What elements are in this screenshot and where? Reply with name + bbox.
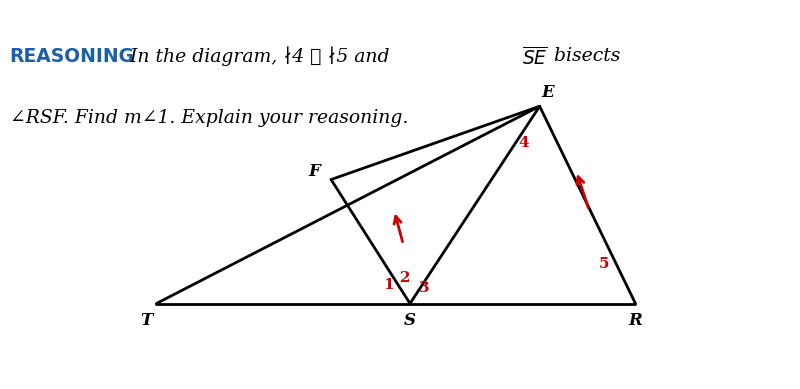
Text: ∠RSF. Find m∠1. Explain your reasoning.: ∠RSF. Find m∠1. Explain your reasoning.: [10, 109, 408, 127]
Text: bisects: bisects: [548, 47, 620, 65]
Text: S: S: [404, 312, 416, 329]
Text: $\overline{SE}$: $\overline{SE}$: [522, 47, 548, 68]
Text: 2: 2: [400, 271, 410, 285]
Text: E: E: [542, 84, 554, 101]
Text: 3: 3: [418, 281, 430, 295]
Text: 4: 4: [518, 136, 529, 150]
Text: R: R: [629, 312, 642, 329]
Text: 1: 1: [383, 279, 394, 293]
Text: F: F: [308, 163, 320, 180]
Text: T: T: [140, 312, 153, 329]
Text: In the diagram, ∤4 ≅ ∤5 and: In the diagram, ∤4 ≅ ∤5 and: [118, 47, 396, 66]
Text: 5: 5: [599, 257, 610, 271]
Text: REASONING: REASONING: [10, 47, 134, 66]
